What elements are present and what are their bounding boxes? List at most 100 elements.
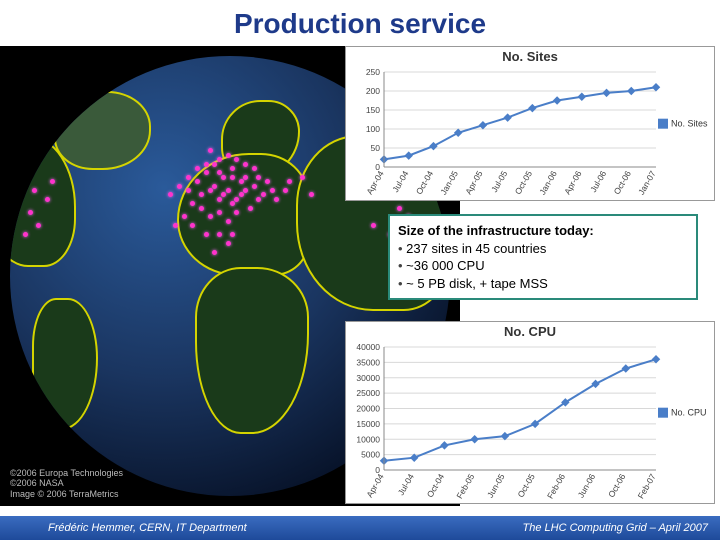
site-marker bbox=[186, 188, 191, 193]
svg-text:50: 50 bbox=[371, 143, 381, 153]
svg-text:Oct-04: Oct-04 bbox=[425, 472, 447, 499]
site-marker bbox=[186, 175, 191, 180]
svg-text:Apr-06: Apr-06 bbox=[562, 169, 584, 196]
svg-text:Feb-06: Feb-06 bbox=[545, 472, 567, 501]
svg-text:15000: 15000 bbox=[356, 419, 380, 429]
site-marker bbox=[195, 179, 200, 184]
chart-sites: No. Sites 050100150200250Apr-04Jul-04Oct… bbox=[345, 46, 715, 201]
infobox-heading: Size of the infrastructure today: bbox=[398, 222, 688, 240]
site-marker bbox=[32, 188, 37, 193]
svg-text:Jul-04: Jul-04 bbox=[390, 169, 410, 194]
site-marker bbox=[234, 210, 239, 215]
site-marker bbox=[234, 197, 239, 202]
site-marker bbox=[230, 232, 235, 237]
site-marker bbox=[217, 197, 222, 202]
svg-text:Jan-07: Jan-07 bbox=[636, 169, 658, 197]
infrastructure-infobox: Size of the infrastructure today: 237 si… bbox=[388, 214, 698, 300]
site-marker bbox=[230, 201, 235, 206]
site-marker bbox=[226, 219, 231, 224]
site-marker bbox=[274, 197, 279, 202]
site-marker bbox=[239, 179, 244, 184]
site-marker bbox=[243, 188, 248, 193]
site-marker bbox=[177, 184, 182, 189]
site-marker bbox=[252, 184, 257, 189]
footer-left: Frédéric Hemmer, CERN, IT Department bbox=[48, 522, 247, 534]
legend-label: No. Sites bbox=[671, 118, 708, 128]
site-marker bbox=[23, 232, 28, 237]
svg-text:Jan-06: Jan-06 bbox=[537, 169, 559, 197]
site-marker bbox=[256, 197, 261, 202]
site-marker bbox=[309, 192, 314, 197]
svg-text:Jul-06: Jul-06 bbox=[588, 169, 608, 194]
site-marker bbox=[234, 157, 239, 162]
svg-text:Apr-04: Apr-04 bbox=[364, 169, 386, 196]
site-marker bbox=[204, 232, 209, 237]
site-marker bbox=[50, 179, 55, 184]
site-marker bbox=[212, 250, 217, 255]
site-marker bbox=[226, 188, 231, 193]
site-marker bbox=[208, 188, 213, 193]
site-marker bbox=[45, 197, 50, 202]
svg-text:Oct-04: Oct-04 bbox=[414, 169, 436, 196]
attribution-line: ©2006 Europa Technologies bbox=[10, 468, 123, 479]
infobox-item: ~ 5 PB disk, + tape MSS bbox=[398, 275, 688, 293]
attribution-line: Image © 2006 TerraMetrics bbox=[10, 489, 123, 500]
site-marker bbox=[230, 166, 235, 171]
site-marker bbox=[195, 166, 200, 171]
svg-text:Oct-06: Oct-06 bbox=[606, 472, 628, 499]
site-marker bbox=[217, 210, 222, 215]
site-marker bbox=[226, 153, 231, 158]
chart-cpu-title: No. CPU bbox=[346, 322, 714, 341]
legend-swatch-icon bbox=[658, 119, 668, 129]
site-marker bbox=[217, 232, 222, 237]
site-marker bbox=[208, 148, 213, 153]
site-marker bbox=[230, 175, 235, 180]
site-marker bbox=[270, 188, 275, 193]
svg-text:Jun-06: Jun-06 bbox=[576, 472, 598, 500]
site-marker bbox=[287, 179, 292, 184]
chart-cpu-plot: 0500010000150002000025000300003500040000… bbox=[346, 341, 716, 504]
svg-text:5000: 5000 bbox=[361, 450, 380, 460]
chart-sites-plot: 050100150200250Apr-04Jul-04Oct-04Jan-05A… bbox=[346, 66, 716, 201]
site-marker bbox=[204, 170, 209, 175]
site-marker bbox=[190, 201, 195, 206]
svg-text:30000: 30000 bbox=[356, 373, 380, 383]
site-marker bbox=[217, 157, 222, 162]
svg-text:25000: 25000 bbox=[356, 388, 380, 398]
svg-text:250: 250 bbox=[366, 67, 380, 77]
site-marker bbox=[173, 223, 178, 228]
svg-text:Oct-06: Oct-06 bbox=[612, 169, 634, 196]
svg-text:Apr-04: Apr-04 bbox=[364, 472, 386, 499]
site-marker bbox=[212, 162, 217, 167]
svg-text:40000: 40000 bbox=[356, 342, 380, 352]
footer-right: The LHC Computing Grid – April 2007 bbox=[523, 522, 708, 534]
site-marker bbox=[239, 192, 244, 197]
main-area: ©2006 Europa Technologies ©2006 NASA Ima… bbox=[0, 46, 720, 506]
site-marker bbox=[397, 206, 402, 211]
svg-text:150: 150 bbox=[366, 105, 380, 115]
site-marker bbox=[261, 192, 266, 197]
globe-attribution: ©2006 Europa Technologies ©2006 NASA Ima… bbox=[10, 468, 123, 500]
page-title: Production service bbox=[0, 0, 720, 46]
site-marker bbox=[182, 214, 187, 219]
svg-text:Oct-05: Oct-05 bbox=[513, 169, 535, 196]
site-marker bbox=[199, 192, 204, 197]
chart-cpu-legend: No. CPU bbox=[658, 407, 710, 418]
svg-text:Feb-05: Feb-05 bbox=[454, 472, 476, 501]
svg-text:35000: 35000 bbox=[356, 357, 380, 367]
site-marker bbox=[36, 223, 41, 228]
site-marker bbox=[168, 192, 173, 197]
chart-cpu: No. CPU 05000100001500020000250003000035… bbox=[345, 321, 715, 504]
chart-sites-title: No. Sites bbox=[346, 47, 714, 66]
svg-text:Oct-05: Oct-05 bbox=[515, 472, 537, 499]
site-marker bbox=[28, 210, 33, 215]
site-marker bbox=[208, 214, 213, 219]
site-marker bbox=[371, 223, 376, 228]
site-marker bbox=[212, 184, 217, 189]
svg-text:Jul-04: Jul-04 bbox=[396, 472, 416, 497]
svg-text:Jul-05: Jul-05 bbox=[489, 169, 509, 194]
site-marker bbox=[221, 175, 226, 180]
site-marker bbox=[248, 206, 253, 211]
site-marker bbox=[265, 179, 270, 184]
svg-text:100: 100 bbox=[366, 124, 380, 134]
